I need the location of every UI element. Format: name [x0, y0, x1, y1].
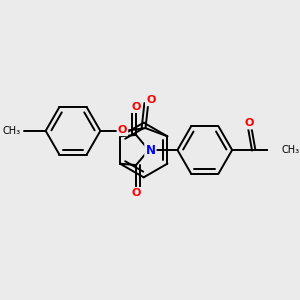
Text: O: O [280, 149, 281, 151]
Text: O: O [245, 118, 254, 128]
Text: O: O [131, 102, 141, 112]
Text: O: O [118, 125, 127, 135]
Text: O: O [131, 188, 141, 198]
Text: N: N [146, 143, 155, 157]
Text: O: O [146, 95, 155, 105]
Text: CH₃: CH₃ [282, 145, 300, 155]
Text: CH₃: CH₃ [2, 126, 20, 136]
